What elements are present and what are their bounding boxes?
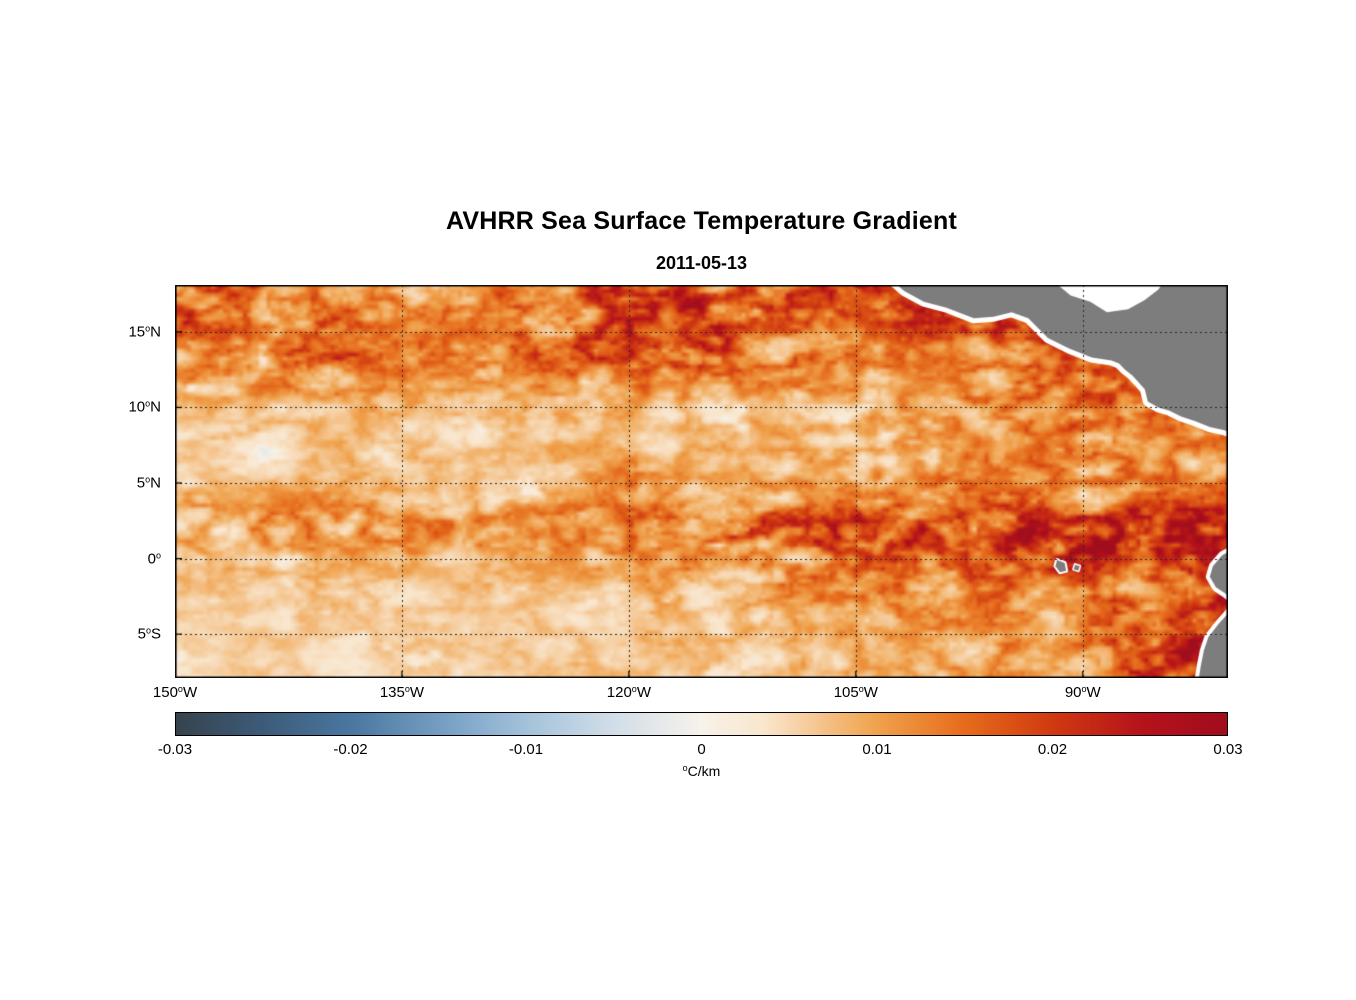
longitude-axis-labels: 150oW 135oW 120oW 105oW 90oW xyxy=(153,684,1228,706)
colorbar xyxy=(175,712,1228,736)
page-title: AVHRR Sea Surface Temperature Gradient xyxy=(446,207,957,235)
lon-tick-label: 150oW xyxy=(152,684,198,701)
colorbar-tick-label: -0.03 xyxy=(157,741,193,758)
lon-tick-label: 135oW xyxy=(379,684,425,701)
lon-tick-label: 120oW xyxy=(606,684,651,701)
colorbar-tick-label: -0.01 xyxy=(508,741,544,758)
colorbar-tick-label: -0.02 xyxy=(333,741,368,758)
map-plot-area xyxy=(175,285,1228,678)
colorbar-unit-label: oC/km xyxy=(682,763,721,779)
lat-tick-label: 15oN xyxy=(128,323,161,341)
latitude-axis-labels: 15oN 10oN 5oN 0o 5oS xyxy=(0,285,169,678)
lon-tick-label: 90oW xyxy=(1064,684,1101,701)
lat-tick-label: 5oS xyxy=(137,625,161,643)
sst-gradient-heatmap-canvas xyxy=(175,285,1228,678)
colorbar-tick-label: 0.03 xyxy=(1213,741,1243,758)
lat-tick-label: 5oN xyxy=(136,474,161,492)
lon-tick-label: 105oW xyxy=(833,684,878,701)
lat-tick-label: 0o xyxy=(147,550,161,568)
colorbar-tick-label: 0 xyxy=(697,741,706,758)
lat-tick-label: 10oN xyxy=(128,398,161,416)
date-subtitle: 2011-05-13 xyxy=(655,253,748,273)
colorbar-tick-label: 0.02 xyxy=(1037,741,1068,758)
colorbar-tick-labels: -0.03 -0.02 -0.01 0 0.01 0.02 0.03 xyxy=(158,741,1243,759)
colorbar-tick-label: 0.01 xyxy=(862,741,892,758)
